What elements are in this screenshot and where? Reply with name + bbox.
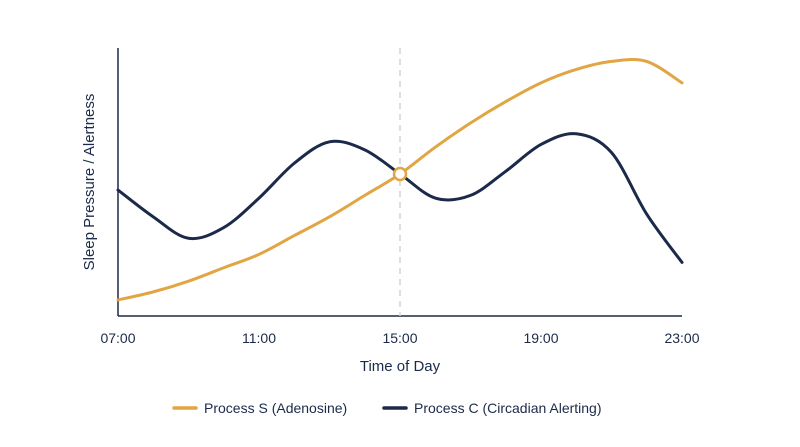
x-axis-title: Time of Day [360,358,441,375]
legend: Process S (Adenosine) Process C (Circadi… [172,400,602,416]
x-tick-label: 11:00 [242,330,276,346]
marker-layer [392,166,408,182]
intersection-marker [392,166,408,182]
legend-label-process-s: Process S (Adenosine) [204,400,347,416]
x-tick-labels: 07:00 11:00 15:00 19:00 23:00 [100,330,699,346]
y-axis-title: Sleep Pressure / Alertness [81,94,98,271]
x-tick-label: 23:00 [664,330,699,346]
x-tick-label: 07:00 [100,330,135,346]
legend-label-process-c: Process C (Circadian Alerting) [414,400,602,416]
x-tick-label: 15:00 [382,330,417,346]
x-tick-label: 19:00 [523,330,558,346]
